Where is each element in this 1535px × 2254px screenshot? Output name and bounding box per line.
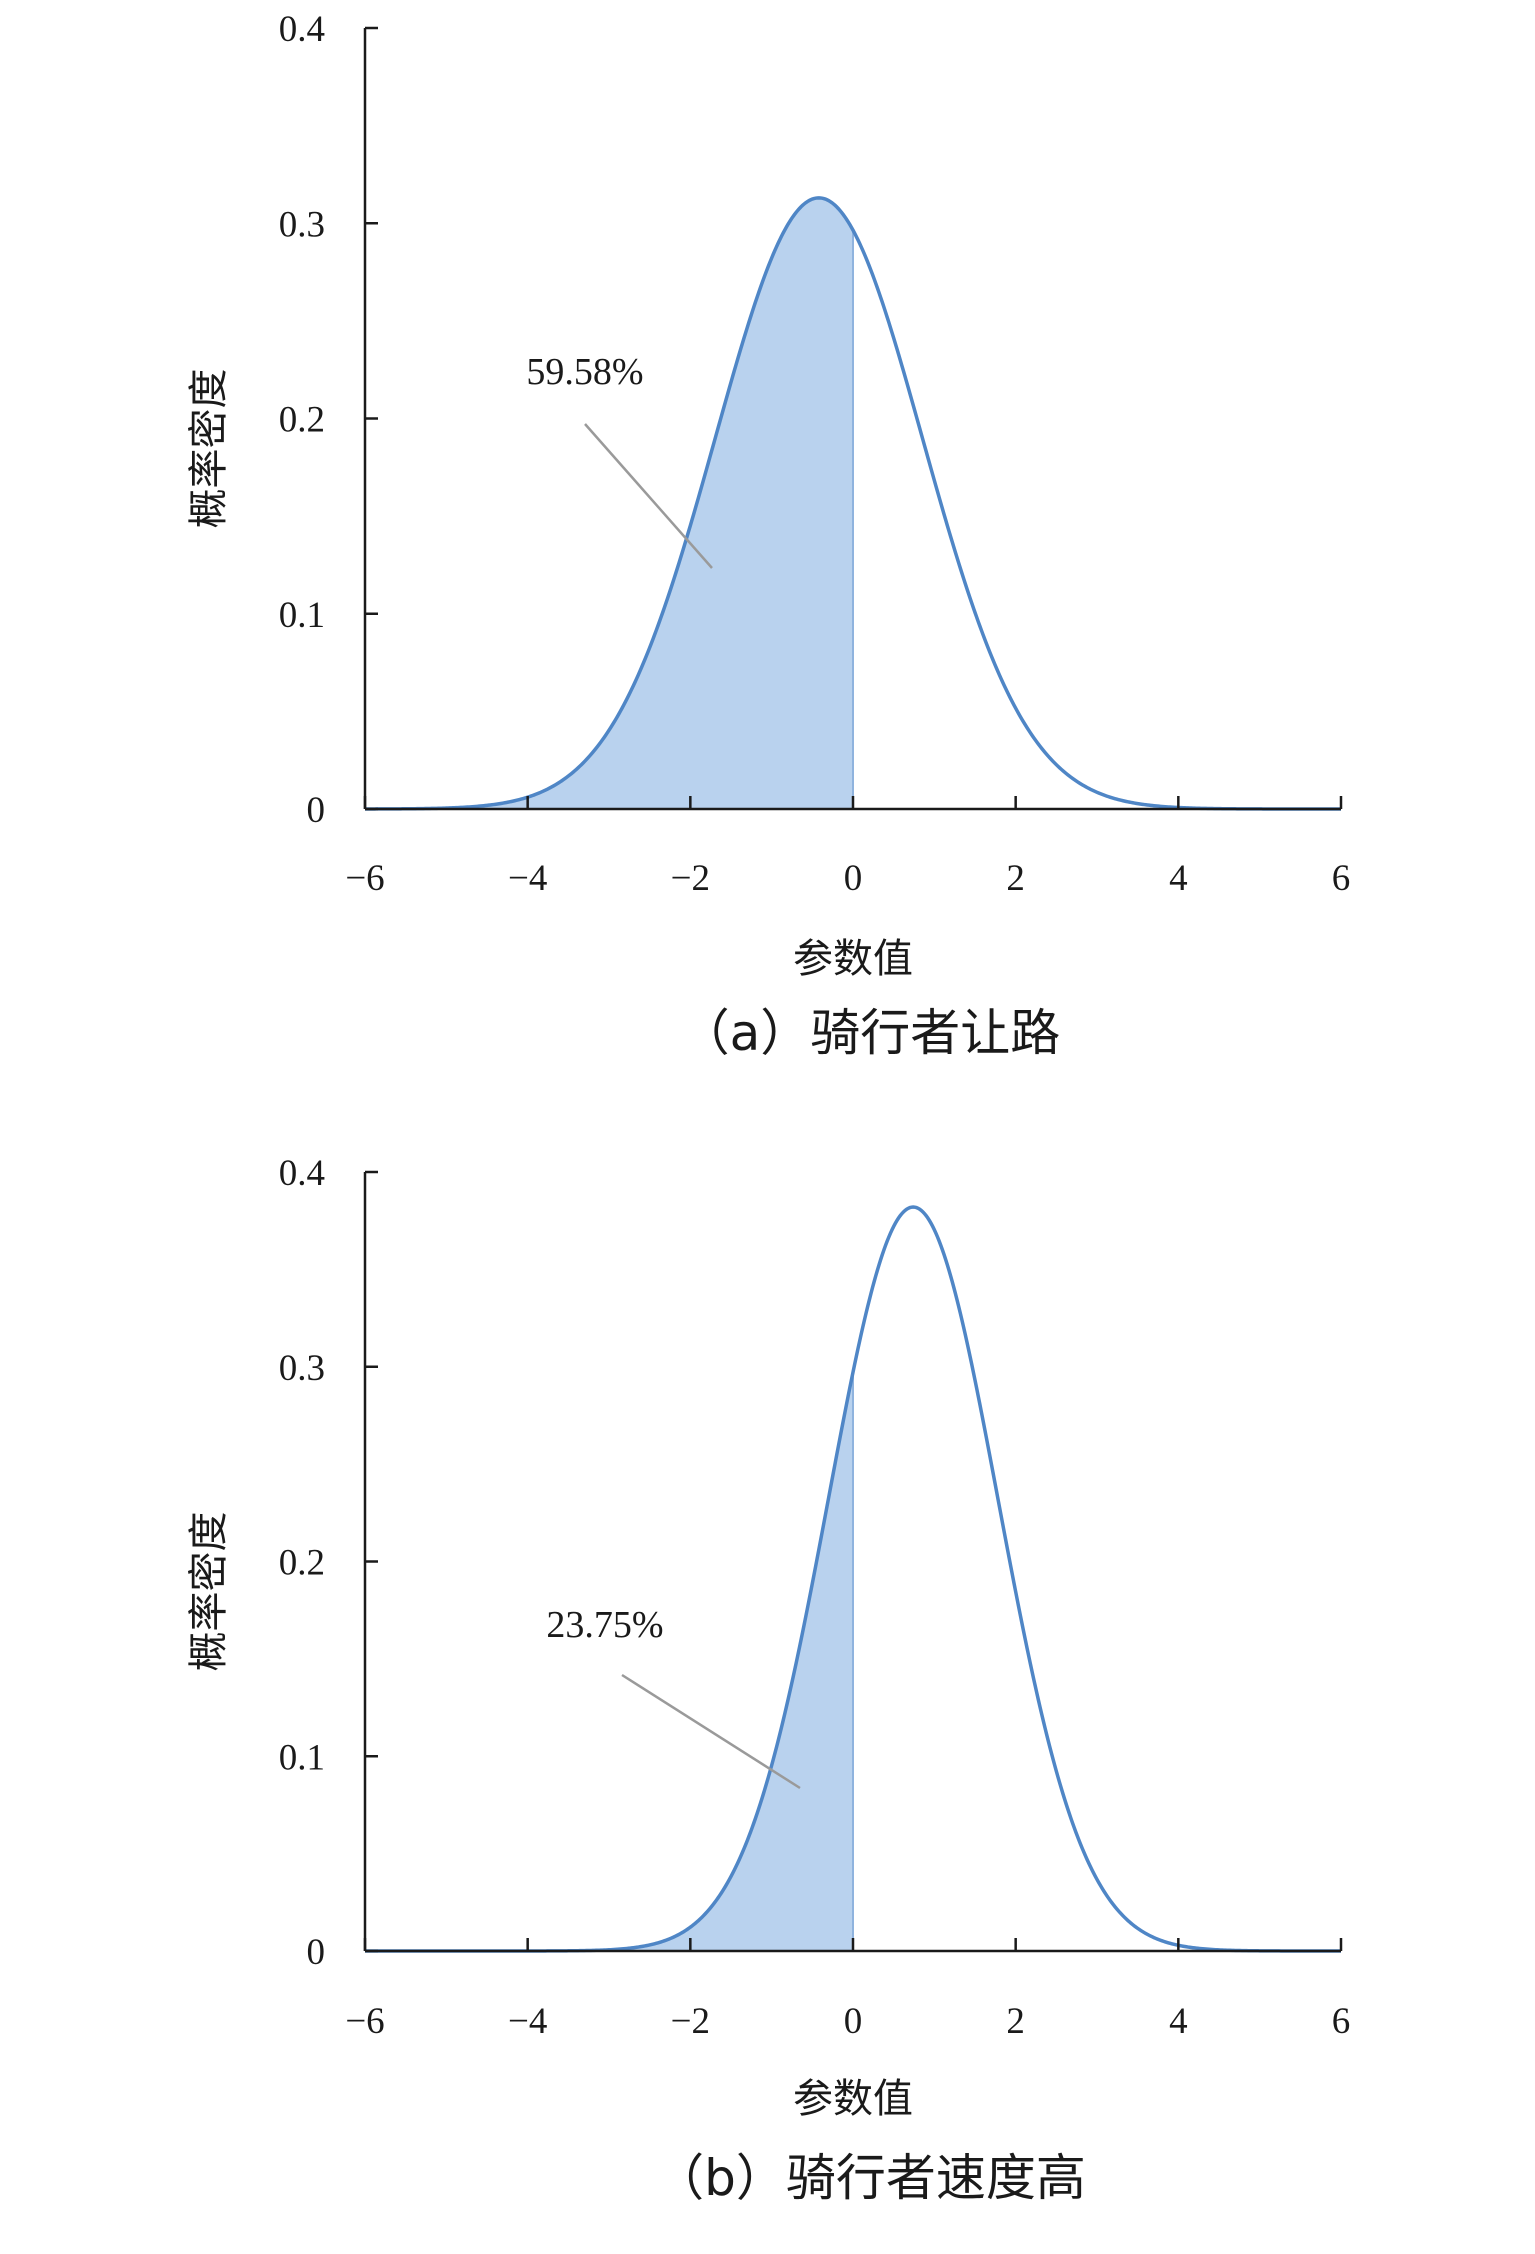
y-axis-title: 概率密度 bbox=[186, 369, 232, 529]
x-tick-label: 6 bbox=[1332, 858, 1351, 899]
x-tick-label: −4 bbox=[508, 858, 547, 899]
x-tick-label: 0 bbox=[844, 858, 863, 899]
y-tick-label: 0.3 bbox=[279, 1348, 325, 1389]
x-tick-label: 0 bbox=[844, 2001, 863, 2042]
shaded-area bbox=[365, 1372, 853, 1951]
x-axis-title: 参数值 bbox=[793, 2076, 913, 2122]
shaded-area bbox=[365, 197, 853, 809]
x-tick-label: 4 bbox=[1169, 2001, 1188, 2042]
x-tick-label: −4 bbox=[508, 2001, 547, 2042]
panel-caption: （b）骑行者速度高 bbox=[654, 2149, 1086, 2207]
panel-caption: （a）骑行者让路 bbox=[680, 1004, 1061, 1062]
x-tick-label: 6 bbox=[1332, 2001, 1351, 2042]
x-tick-label: 2 bbox=[1006, 858, 1025, 899]
probability-annotation: 59.58% bbox=[526, 351, 643, 393]
annotation-leader bbox=[621, 1673, 801, 1790]
y-tick-label: 0 bbox=[307, 1932, 326, 1973]
annotation-leader bbox=[584, 423, 713, 569]
x-tick-label: 4 bbox=[1169, 858, 1188, 899]
y-tick-label: 0.2 bbox=[279, 400, 325, 441]
y-tick-label: 0.1 bbox=[279, 595, 325, 636]
y-axis-title: 概率密度 bbox=[186, 1512, 232, 1672]
y-tick-label: 0 bbox=[307, 790, 326, 831]
y-tick-label: 0.1 bbox=[279, 1737, 325, 1778]
x-tick-label: −2 bbox=[671, 2001, 710, 2042]
x-tick-label: −6 bbox=[345, 858, 384, 899]
x-tick-label: 2 bbox=[1006, 2001, 1025, 2042]
y-tick-label: 0.4 bbox=[279, 1153, 325, 1194]
x-tick-label: −6 bbox=[345, 2001, 384, 2042]
y-tick-label: 0.4 bbox=[279, 9, 325, 50]
x-tick-label: −2 bbox=[671, 858, 710, 899]
probability-annotation: 23.75% bbox=[546, 1604, 663, 1646]
y-tick-label: 0.3 bbox=[279, 204, 325, 245]
y-tick-label: 0.2 bbox=[279, 1543, 325, 1584]
x-axis-title: 参数值 bbox=[793, 936, 913, 982]
